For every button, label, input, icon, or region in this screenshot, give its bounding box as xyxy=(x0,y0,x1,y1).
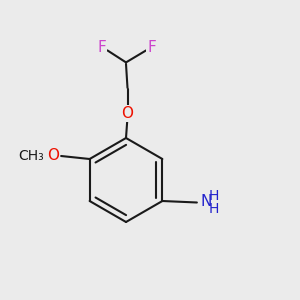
Text: N: N xyxy=(201,194,212,208)
Text: F: F xyxy=(147,40,156,55)
Text: H: H xyxy=(208,189,219,203)
Text: H: H xyxy=(208,202,219,216)
Text: O: O xyxy=(47,148,59,164)
Text: O: O xyxy=(122,106,134,121)
Text: CH₃: CH₃ xyxy=(18,149,44,163)
Text: F: F xyxy=(98,40,106,55)
